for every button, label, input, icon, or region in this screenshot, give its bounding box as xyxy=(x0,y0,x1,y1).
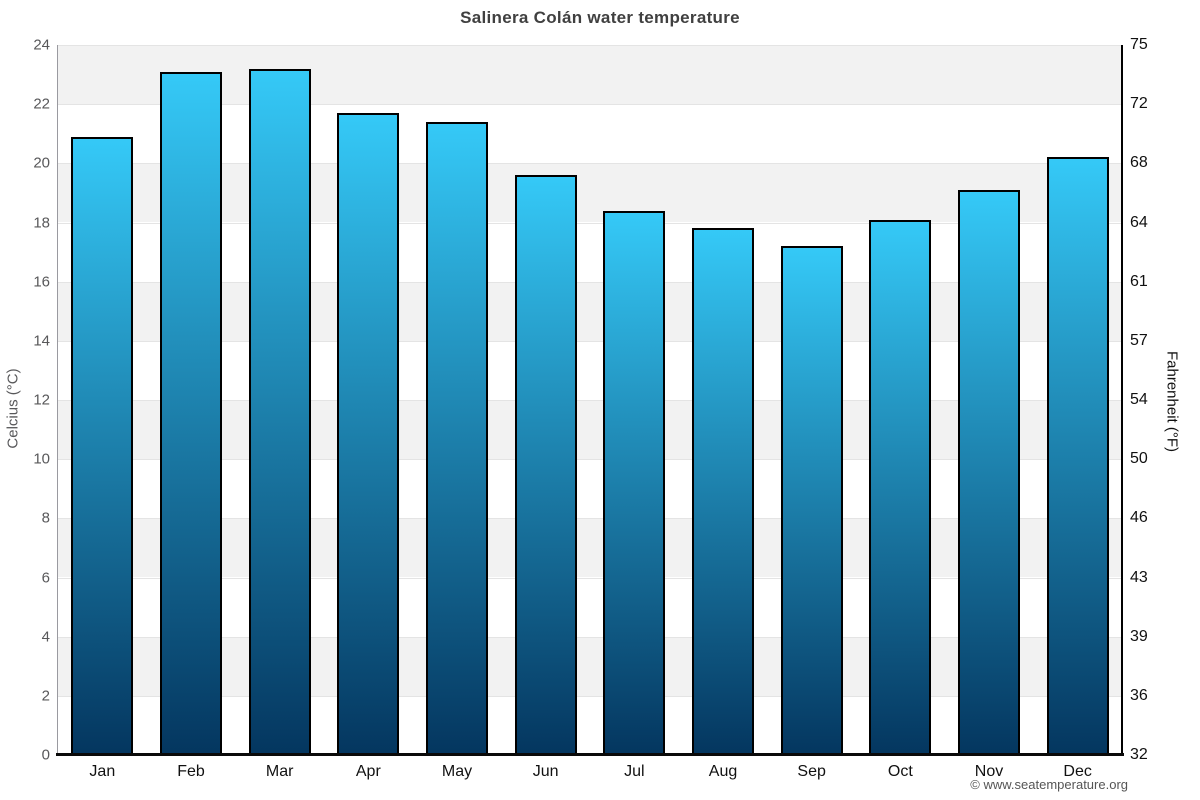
fahrenheit-tick-label: 61 xyxy=(1130,272,1148,290)
celsius-tick-label: 14 xyxy=(33,332,50,350)
month-label-oct: Oct xyxy=(887,763,913,780)
celsius-tick-label: 22 xyxy=(33,95,50,113)
plot-band xyxy=(58,222,1122,282)
temperature-bar-sep xyxy=(780,246,843,755)
fahrenheit-tick-label: 36 xyxy=(1130,686,1148,704)
fahrenheit-tick-label: 50 xyxy=(1130,450,1148,468)
plot-band xyxy=(58,518,1122,578)
fahrenheit-tick-label: 46 xyxy=(1130,509,1148,527)
celsius-tick-label: 0 xyxy=(41,746,50,764)
y-axis-title-celsius: Celcius (°C) xyxy=(4,368,22,449)
fahrenheit-tick-label: 57 xyxy=(1130,331,1148,349)
bar-slot-apr xyxy=(324,45,413,755)
temperature-bar-jan xyxy=(71,136,134,755)
gridline xyxy=(58,222,1122,224)
gridline xyxy=(58,104,1122,106)
celsius-tick-label: 12 xyxy=(33,391,50,409)
month-label-feb: Feb xyxy=(177,763,205,780)
month-label-aug: Aug xyxy=(708,763,738,780)
plot-band xyxy=(58,400,1122,460)
bar-slot-jan xyxy=(58,45,147,755)
plot-band xyxy=(58,281,1122,341)
celsius-tick-label: 24 xyxy=(33,36,50,54)
month-label-nov: Nov xyxy=(974,763,1004,780)
temperature-bar-may xyxy=(425,121,488,755)
fahrenheit-tick-label: 39 xyxy=(1130,627,1148,645)
celsius-tick-label: 2 xyxy=(41,687,50,705)
month-label-jun: Jun xyxy=(532,763,559,780)
temperature-bar-aug xyxy=(691,228,754,755)
plot-band xyxy=(58,340,1122,400)
celsius-tick-label: 18 xyxy=(33,214,50,231)
fahrenheit-tick-label: 72 xyxy=(1130,95,1148,113)
gridline xyxy=(58,340,1122,342)
celsius-tick-label: 20 xyxy=(33,154,50,172)
temperature-bar-dec xyxy=(1046,157,1109,755)
month-label-may: May xyxy=(441,763,473,780)
celsius-tick-label: 10 xyxy=(33,450,50,468)
temperature-bar-feb xyxy=(159,71,222,755)
plot-band xyxy=(58,459,1122,519)
bar-slot-jul xyxy=(590,45,679,755)
gridline xyxy=(58,577,1122,579)
celsius-tick-label: 8 xyxy=(41,509,50,527)
fahrenheit-tick-label: 54 xyxy=(1130,391,1148,408)
plot-band xyxy=(58,577,1122,637)
month-label-mar: Mar xyxy=(265,763,294,780)
bar-slot-jun xyxy=(501,45,590,755)
temperature-bar-jul xyxy=(603,210,666,755)
temperature-bar-mar xyxy=(248,68,311,755)
gridline xyxy=(58,518,1122,520)
celsius-tick-label: 4 xyxy=(41,628,50,646)
gridline xyxy=(58,163,1122,165)
plot-band xyxy=(58,45,1122,105)
fahrenheit-tick-label: 68 xyxy=(1130,154,1148,172)
bar-slot-mar xyxy=(235,45,324,755)
y-axis-title-fahrenheit: Fahrenheit (°F) xyxy=(1163,350,1181,453)
gridline xyxy=(58,459,1122,461)
bar-slot-nov xyxy=(945,45,1034,755)
y-axis-line-fahrenheit xyxy=(1121,45,1123,755)
plot-area xyxy=(58,45,1122,755)
bar-slot-dec xyxy=(1033,45,1122,755)
temperature-bar-apr xyxy=(337,113,400,755)
plot-band xyxy=(58,636,1122,696)
bar-slot-oct xyxy=(856,45,945,755)
fahrenheit-tick-label: 64 xyxy=(1130,213,1148,231)
temperature-bar-jun xyxy=(514,175,577,755)
month-label-sep: Sep xyxy=(797,763,826,780)
y-axis-line-celsius xyxy=(57,45,58,755)
temperature-bar-oct xyxy=(869,219,932,755)
celsius-tick-label: 16 xyxy=(33,273,50,291)
month-label-jan: Jan xyxy=(89,763,116,780)
temperature-bar-nov xyxy=(957,189,1020,755)
gridline xyxy=(58,636,1122,638)
bar-slot-may xyxy=(413,45,502,755)
plot-band xyxy=(58,104,1122,164)
month-label-apr: Apr xyxy=(355,763,381,780)
bar-slot-feb xyxy=(147,45,236,755)
bar-slot-aug xyxy=(679,45,768,755)
gridline xyxy=(58,400,1122,401)
fahrenheit-tick-label: 75 xyxy=(1130,36,1148,53)
fahrenheit-tick-label: 32 xyxy=(1130,746,1148,763)
x-axis-line xyxy=(56,753,1124,756)
plot-band xyxy=(58,163,1122,223)
celsius-tick-label: 6 xyxy=(41,569,50,586)
copyright-attribution: © www.seatemperature.org xyxy=(970,777,1128,792)
fahrenheit-tick-label: 43 xyxy=(1130,568,1148,586)
plot-band xyxy=(58,695,1122,755)
gridline xyxy=(58,281,1122,283)
bar-slot-sep xyxy=(767,45,856,755)
month-label-dec: Dec xyxy=(1063,763,1092,780)
month-label-jul: Jul xyxy=(624,763,645,780)
gridline xyxy=(58,45,1122,46)
chart-title: Salinera Colán water temperature xyxy=(460,8,740,27)
gridline xyxy=(58,695,1122,697)
